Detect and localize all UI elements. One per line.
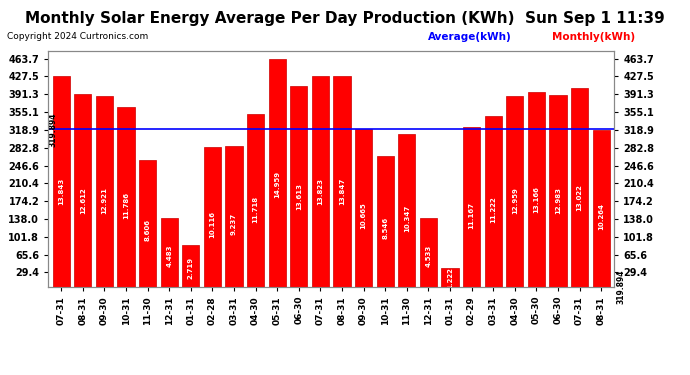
Text: 319.894: 319.894 (49, 112, 58, 147)
Text: Monthly(kWh): Monthly(kWh) (552, 32, 635, 42)
Text: 12.983: 12.983 (555, 187, 561, 214)
Bar (204, 147, 221, 287)
Text: Monthly Solar Energy Average Per Day Production (KWh)  Sun Sep 1 11:39: Monthly Solar Energy Average Per Day Pro… (25, 11, 665, 26)
Bar (593, 130, 610, 287)
Text: 8.606: 8.606 (145, 219, 150, 241)
Text: 12.921: 12.921 (101, 188, 108, 214)
Text: 13.847: 13.847 (339, 178, 345, 206)
Text: 13.022: 13.022 (577, 184, 582, 211)
Text: 2.719: 2.719 (188, 257, 194, 279)
Text: Average(kWh): Average(kWh) (428, 32, 511, 42)
Bar (355, 129, 372, 287)
Bar (96, 96, 113, 287)
Text: 13.823: 13.823 (317, 178, 324, 206)
Text: 8.546: 8.546 (382, 217, 388, 239)
Bar (75, 94, 92, 287)
Text: 13.613: 13.613 (296, 183, 302, 210)
Text: 10.116: 10.116 (210, 211, 215, 238)
Bar (484, 116, 502, 287)
Bar (528, 93, 545, 287)
Bar (226, 146, 243, 287)
Text: 11.222: 11.222 (490, 196, 496, 223)
Bar (463, 128, 480, 287)
Text: 11.718: 11.718 (253, 195, 259, 223)
Bar (442, 268, 459, 287)
Bar (117, 107, 135, 287)
Text: 12.612: 12.612 (80, 187, 86, 214)
Text: 12.959: 12.959 (512, 188, 518, 214)
Text: 4.483: 4.483 (166, 245, 172, 267)
Text: 14.959: 14.959 (274, 171, 280, 198)
Bar (377, 156, 394, 287)
Text: 13.843: 13.843 (58, 178, 64, 206)
Bar (161, 219, 178, 287)
Bar (290, 86, 308, 287)
Bar (333, 76, 351, 287)
Bar (52, 76, 70, 287)
Text: 319.894: 319.894 (617, 269, 626, 304)
Text: 13.166: 13.166 (533, 186, 540, 213)
Bar (182, 245, 199, 287)
Text: 11.786: 11.786 (123, 192, 129, 219)
Bar (549, 95, 566, 287)
Text: 4.533: 4.533 (425, 244, 431, 267)
Text: 11.167: 11.167 (469, 202, 475, 229)
Bar (398, 134, 415, 287)
Text: 10.264: 10.264 (598, 203, 604, 230)
Bar (247, 114, 264, 287)
Bar (268, 58, 286, 287)
Bar (139, 160, 156, 287)
Text: 10.347: 10.347 (404, 204, 410, 232)
Bar (420, 218, 437, 287)
Bar (571, 88, 588, 287)
Text: 10.665: 10.665 (361, 202, 366, 229)
Bar (506, 96, 524, 287)
Text: 1.222: 1.222 (447, 267, 453, 290)
Bar (312, 76, 329, 287)
Text: 9.237: 9.237 (231, 212, 237, 234)
Text: Copyright 2024 Curtronics.com: Copyright 2024 Curtronics.com (7, 32, 148, 41)
